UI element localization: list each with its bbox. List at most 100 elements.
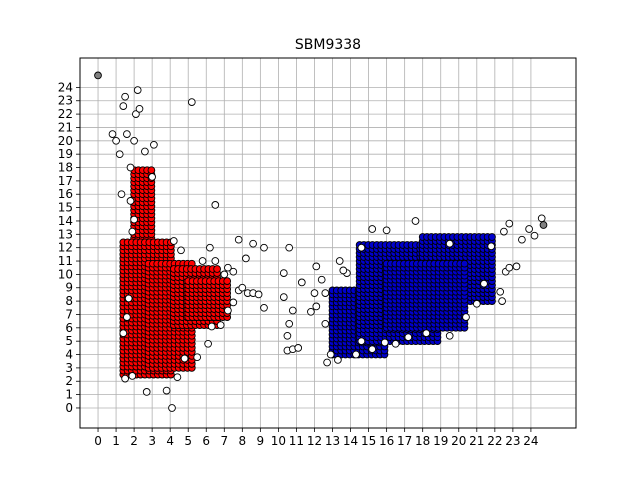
y-tick-label: 24 <box>58 80 73 94</box>
white-point <box>472 299 481 308</box>
blue-cluster-point <box>488 233 496 241</box>
white-point <box>130 136 138 145</box>
white-point <box>242 254 250 263</box>
x-tick-label: 5 <box>184 434 192 448</box>
y-tick-label: 14 <box>58 214 73 228</box>
x-tick-label: 4 <box>166 434 174 448</box>
x-axis-ticks: 0 1 2 3 4 5 6 7 8 9 10 11 12 13 14 15 16 17 18 19 20 21 22 23 24 <box>94 428 539 448</box>
white-point <box>128 372 137 380</box>
x-tick-label: 2 <box>130 434 138 448</box>
white-point <box>130 215 138 224</box>
x-tick-label: 16 <box>379 434 394 448</box>
white-point <box>321 319 330 328</box>
plot-frame <box>79 57 577 429</box>
white-point <box>119 329 128 338</box>
x-tick-label: 3 <box>148 434 156 448</box>
white-point <box>294 344 303 352</box>
white-point <box>380 338 389 347</box>
y-tick-label: 16 <box>58 187 73 201</box>
white-point <box>487 242 496 251</box>
white-point <box>119 102 128 110</box>
y-tick-label: 12 <box>58 241 73 255</box>
white-point <box>117 190 126 199</box>
white-point <box>279 269 288 277</box>
white-point <box>404 333 413 342</box>
y-tick-label: 11 <box>58 254 73 268</box>
x-tick-label: 18 <box>415 434 430 448</box>
white-point <box>518 235 526 244</box>
white-point <box>115 150 124 159</box>
white-point <box>128 227 137 236</box>
x-tick-label: 23 <box>505 434 520 448</box>
gray-point <box>94 71 102 80</box>
x-tick-label: 10 <box>271 434 286 448</box>
white-point <box>216 321 225 329</box>
white-point <box>260 243 268 252</box>
white-point <box>173 373 182 382</box>
white-point <box>123 130 131 138</box>
y-tick-label: 9 <box>65 281 73 295</box>
white-point <box>224 306 232 315</box>
x-tick-label: 24 <box>523 434 538 448</box>
white-point <box>500 227 508 236</box>
y-tick-label: 23 <box>58 94 73 108</box>
x-tick-label: 6 <box>202 434 210 448</box>
y-tick-label: 21 <box>58 120 73 134</box>
white-point <box>207 322 216 331</box>
y-tick-label: 15 <box>58 201 73 215</box>
white-point <box>310 289 319 297</box>
white-point <box>505 263 514 272</box>
white-point <box>334 356 342 364</box>
white-point <box>279 293 288 301</box>
white-point <box>249 239 257 248</box>
gray-point <box>539 221 548 229</box>
white-point <box>382 226 391 235</box>
white-point <box>204 339 212 348</box>
white-point <box>335 257 344 265</box>
white-point <box>352 350 360 359</box>
white-point <box>177 246 185 255</box>
y-tick-label: 2 <box>65 374 73 388</box>
white-point <box>368 225 377 233</box>
y-tick-label: 8 <box>65 294 73 308</box>
white-point <box>126 163 135 172</box>
white-point <box>391 339 400 348</box>
white-point <box>260 303 268 312</box>
white-point <box>288 306 297 315</box>
x-tick-label: 8 <box>239 434 247 448</box>
white-point <box>150 140 158 149</box>
white-point <box>133 86 142 94</box>
white-point <box>238 283 247 292</box>
white-point <box>234 235 243 244</box>
x-tick-label: 1 <box>112 434 120 448</box>
white-point <box>445 239 454 248</box>
x-tick-label: 11 <box>289 434 304 448</box>
white-point <box>162 386 171 395</box>
white-point <box>148 173 156 181</box>
white-point <box>317 275 326 284</box>
white-point <box>357 243 366 252</box>
white-point <box>496 287 505 296</box>
y-tick-label: 1 <box>65 388 73 402</box>
white-point <box>198 257 207 265</box>
x-tick-label: 12 <box>307 434 322 448</box>
white-point <box>187 98 196 106</box>
white-point <box>121 92 129 101</box>
white-point <box>445 331 454 340</box>
x-tick-label: 20 <box>451 434 466 448</box>
data-points <box>94 71 548 412</box>
white-point <box>285 243 294 252</box>
white-point <box>312 262 321 271</box>
x-tick-label: 22 <box>487 434 502 448</box>
y-tick-label: 3 <box>65 361 73 375</box>
white-point <box>193 353 202 362</box>
chart-title: SBM9338 <box>295 37 361 53</box>
white-point <box>307 307 315 316</box>
x-tick-label: 13 <box>325 434 340 448</box>
white-point <box>180 354 189 363</box>
white-point <box>211 257 220 265</box>
white-point <box>321 289 330 297</box>
white-point <box>326 350 335 359</box>
